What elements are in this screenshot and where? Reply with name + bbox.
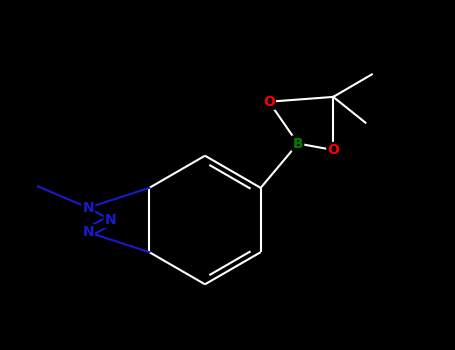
Text: N: N xyxy=(82,201,94,215)
Text: B: B xyxy=(293,136,303,150)
Text: O: O xyxy=(263,95,275,109)
Text: N: N xyxy=(105,213,116,227)
Text: N: N xyxy=(82,225,94,239)
Text: O: O xyxy=(327,143,339,157)
